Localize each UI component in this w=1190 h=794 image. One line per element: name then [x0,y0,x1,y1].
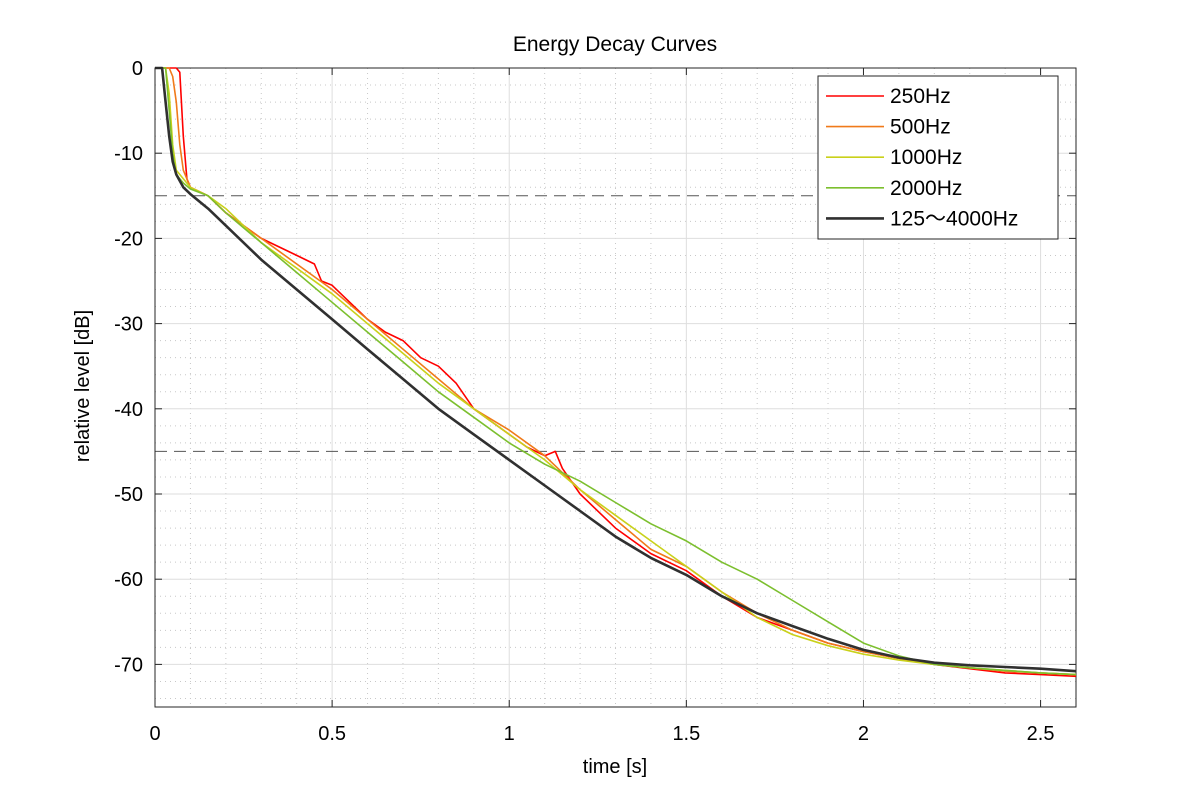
series-line-2 [155,67,1077,676]
y-tick-label: -20 [114,228,143,250]
legend: 250Hz 500Hz 1000Hz 2000Hz 125〜4000Hz [817,75,1059,240]
y-tick-label: -60 [114,569,143,591]
x-axis-ticks: 0 0.5 1 1.5 2 2.5 [149,68,1054,745]
legend-label: 1000Hz [890,146,962,169]
x-tick-label: 1.5 [672,723,700,745]
legend-label: 500Hz [890,116,951,139]
plot-frame [154,67,1077,708]
y-tick-label: -10 [114,143,143,165]
legend-label: 125〜4000Hz [890,207,1018,230]
x-tick-label: 2 [858,723,869,745]
y-axis-label: relative level [dB] [72,310,94,462]
legend-label: 2000Hz [890,177,962,200]
y-tick-label: -70 [114,654,143,676]
y-tick-label: -50 [114,484,143,506]
y-tick-label: -40 [114,399,143,421]
series-line-3 [155,67,1077,676]
x-tick-label: 0.5 [318,723,346,745]
legend-label: 250Hz [890,85,951,108]
x-tick-label: 2.5 [1027,723,1055,745]
x-tick-label: 1 [504,723,515,745]
x-axis-label: time [s] [583,756,647,778]
minor-grid [155,68,1077,707]
y-tick-label: 0 [132,58,143,80]
y-tick-label: -30 [114,314,143,336]
series-line-4 [155,66,1077,673]
y-axis-ticks: 0 -10 -20 -30 -40 -50 -60 -70 [114,58,1076,676]
series-layer [155,66,1077,678]
x-tick-label: 0 [149,723,160,745]
chart-title: Energy Decay Curves [513,33,717,56]
